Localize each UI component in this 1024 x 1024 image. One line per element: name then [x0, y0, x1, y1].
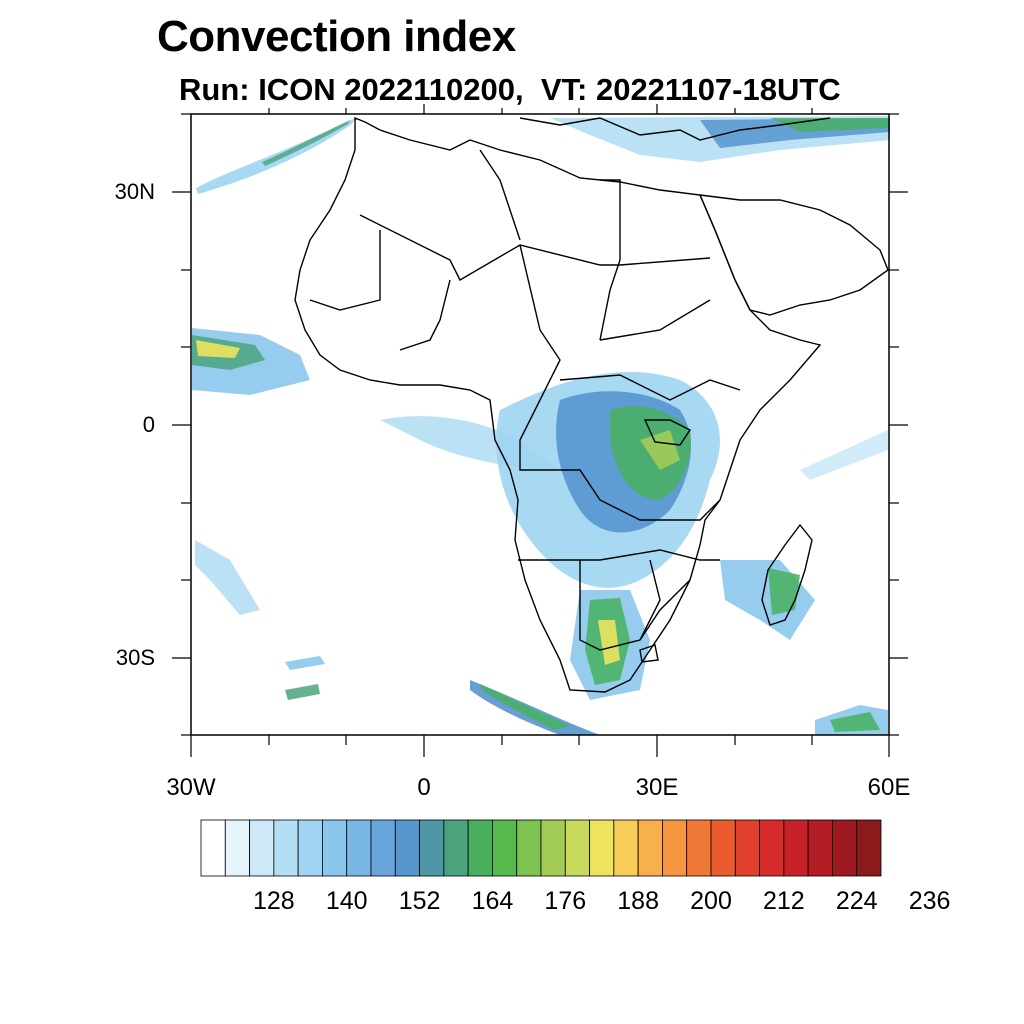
border — [309, 230, 381, 311]
colorbar-swatch — [322, 819, 348, 877]
convection-area — [830, 712, 880, 732]
colorbar-swatch — [224, 819, 250, 877]
colorbar-swatch — [589, 819, 615, 877]
border — [518, 549, 720, 561]
border — [639, 559, 661, 641]
colorbar-swatch — [783, 819, 809, 877]
colorbar-swatch — [710, 819, 736, 877]
colorbar-swatch — [686, 819, 712, 877]
convection-area — [480, 684, 570, 730]
colorbar-swatch — [249, 819, 275, 877]
lake — [643, 419, 692, 446]
colorbar-swatch — [297, 819, 323, 877]
convection-area — [195, 540, 260, 615]
colorbar-swatch — [613, 819, 639, 877]
border — [599, 299, 711, 341]
colorbar-swatch — [516, 819, 542, 877]
border — [359, 214, 711, 281]
colorbar-swatch — [273, 819, 299, 877]
colorbar-swatch — [662, 819, 688, 877]
colorbar-swatch — [540, 819, 566, 877]
lat-label-30n: 30N — [114, 179, 155, 204]
colorbar-label: 152 — [398, 887, 441, 915]
colorbar-swatch — [759, 819, 785, 877]
border — [399, 279, 451, 351]
border — [519, 399, 721, 521]
colorbar-swatch — [832, 819, 858, 877]
colorbar-label: 236 — [908, 887, 951, 915]
colorbar-swatch — [370, 819, 396, 877]
lat-label-0: 0 — [142, 412, 155, 437]
colorbar-label: 176 — [544, 887, 587, 915]
mediterranean-north — [519, 117, 831, 141]
border — [519, 244, 561, 401]
coastlines-borders — [294, 116, 889, 693]
lake — [639, 644, 659, 663]
colorbar — [200, 819, 882, 877]
chart-title: Convection index — [157, 12, 516, 61]
colorbar-swatch — [807, 819, 833, 877]
colorbar-swatch — [492, 819, 518, 877]
border — [479, 149, 521, 241]
convection-area — [640, 430, 680, 470]
convection-area — [285, 656, 325, 670]
colorbar-label: 140 — [325, 887, 368, 915]
colorbar-swatch — [564, 819, 590, 877]
colorbar-swatch — [419, 819, 445, 877]
convection-area — [196, 340, 240, 358]
convection-field — [192, 116, 890, 735]
colorbar-swatch — [443, 819, 469, 877]
arabia-coastline — [698, 194, 889, 316]
convection-area — [768, 568, 800, 615]
colorbar-swatch — [467, 819, 493, 877]
border — [559, 374, 741, 401]
convection-area — [598, 620, 620, 665]
border — [579, 560, 691, 651]
colorbar-label: 224 — [835, 887, 878, 915]
convection-area — [800, 430, 888, 480]
lon-label-60e: 60E — [867, 774, 911, 801]
lon-label-30e: 30E — [635, 774, 679, 801]
colorbar-swatch — [346, 819, 372, 877]
lon-label-0: 0 — [417, 774, 431, 801]
madagascar-coastline — [761, 523, 813, 626]
axis-ticks — [172, 104, 908, 757]
colorbar-label: 164 — [471, 887, 514, 915]
lon-label-30w: 30W — [166, 774, 216, 801]
convection-area — [770, 118, 888, 132]
colorbar-swatch — [200, 819, 226, 877]
colorbar-label: 188 — [617, 887, 659, 915]
convection-area — [285, 684, 320, 700]
convection-area — [262, 120, 350, 166]
colorbar-label: 212 — [762, 887, 805, 915]
chart-subtitle: Run: ICON 2022110200, VT: 20221107-18UTC — [179, 72, 841, 107]
lat-label-30s: 30S — [115, 645, 155, 670]
colorbar-swatch — [856, 819, 882, 877]
colorbar-label: 200 — [690, 887, 732, 915]
colorbar-swatch — [734, 819, 760, 877]
colorbar-swatch — [394, 819, 420, 877]
colorbar-swatch — [637, 819, 663, 877]
convection-area — [470, 680, 600, 735]
border — [599, 179, 621, 341]
colorbar-label: 128 — [252, 887, 295, 915]
